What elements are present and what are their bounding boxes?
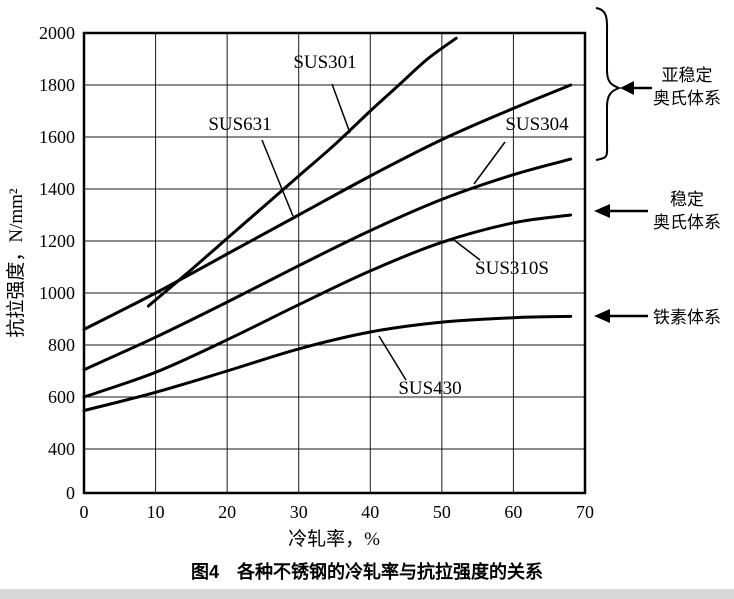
curve-SUS631 xyxy=(82,83,573,331)
tick-labels: 0 400 600 800 1000 1200 1400 1600 1800 2000 0 10 20 3… xyxy=(39,23,594,522)
svg-text:1200: 1200 xyxy=(39,231,75,251)
svg-text:50: 50 xyxy=(433,502,451,522)
svg-text:60: 60 xyxy=(504,502,522,522)
metastable-austenite-label-line1: 亚稳定 xyxy=(661,66,713,85)
svg-text:0: 0 xyxy=(66,483,75,503)
label-SUS430: SUS430 xyxy=(398,378,461,399)
svg-text:70: 70 xyxy=(576,502,594,522)
leader-SUS310S xyxy=(453,239,481,261)
curve-labels: SUS301 SUS631 SUS304 SUS310S SUS430 xyxy=(208,52,569,399)
stable-austenite-label-line2: 奥氏体系 xyxy=(653,213,721,232)
stable-arrow-icon xyxy=(594,204,648,218)
curve-SUS310S xyxy=(82,213,573,399)
y-axis-title: 抗拉强度，N/mm² xyxy=(5,188,27,338)
svg-text:1600: 1600 xyxy=(39,127,75,147)
svg-text:10: 10 xyxy=(147,502,165,522)
metastable-austenite-label-line2: 奥氏体系 xyxy=(653,89,721,108)
svg-text:400: 400 xyxy=(48,439,75,459)
svg-text:40: 40 xyxy=(361,502,379,522)
ferrite-label: 铁素体系 xyxy=(653,308,721,327)
svg-text:800: 800 xyxy=(48,335,75,355)
metastable-brace-icon xyxy=(595,7,622,161)
stable-austenite-label-line1: 稳定 xyxy=(670,190,704,209)
leader-SUS301 xyxy=(331,83,351,134)
stable-austenite-label: 稳定 奥氏体系 xyxy=(648,188,726,234)
plot-border xyxy=(82,31,587,495)
svg-text:600: 600 xyxy=(48,387,75,407)
leader-SUS430 xyxy=(378,335,407,381)
metastable-austenite-label: 亚稳定 奥氏体系 xyxy=(648,64,726,110)
ferrite-arrow-icon xyxy=(594,309,648,323)
svg-text:2000: 2000 xyxy=(39,23,75,43)
svg-text:1800: 1800 xyxy=(39,75,75,95)
svg-text:1400: 1400 xyxy=(39,179,75,199)
svg-text:1000: 1000 xyxy=(39,283,75,303)
label-SUS631: SUS631 xyxy=(208,114,271,135)
curve-SUS301 xyxy=(146,36,458,308)
leader-SUS631 xyxy=(261,139,294,217)
curve-SUS304 xyxy=(82,157,573,372)
leader-SUS304 xyxy=(473,141,506,185)
svg-text:20: 20 xyxy=(218,502,236,522)
metastable-arrow-icon xyxy=(620,81,652,95)
svg-text:0: 0 xyxy=(80,502,89,522)
curves xyxy=(82,36,573,413)
bottom-divider-bar xyxy=(0,589,734,599)
svg-text:30: 30 xyxy=(290,502,308,522)
label-SUS310S: SUS310S xyxy=(475,258,549,279)
figure-caption: 图4 各种不锈钢的冷轧率与抗拉强度的关系 xyxy=(190,562,543,582)
x-axis-title: 冷轧率，% xyxy=(288,528,380,550)
curve-SUS430 xyxy=(82,314,573,413)
label-SUS301: SUS301 xyxy=(293,52,356,73)
label-SUS304: SUS304 xyxy=(505,114,569,135)
